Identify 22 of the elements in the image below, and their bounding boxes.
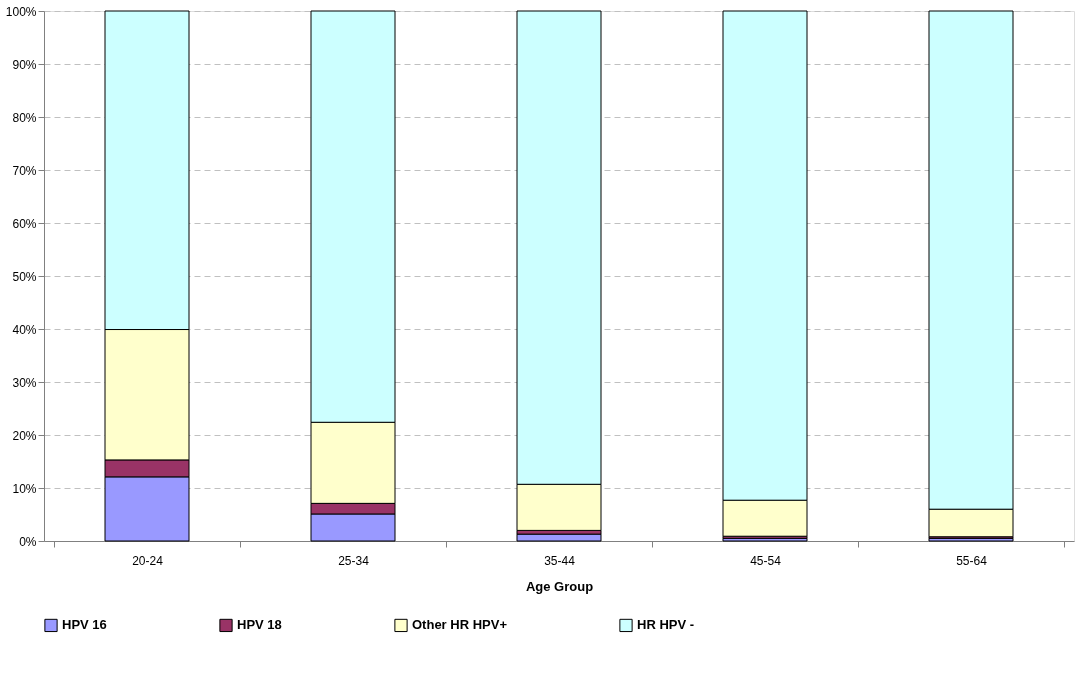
y-tick-label: 60% bbox=[12, 216, 37, 231]
y-tick-label: 40% bbox=[12, 322, 37, 337]
legend-label: HPV 16 bbox=[62, 617, 107, 633]
x-axis-title: Age Group bbox=[525, 578, 594, 594]
y-tick-label: 90% bbox=[12, 57, 37, 72]
y-tick-label: 30% bbox=[12, 375, 37, 390]
y-tick-label: 70% bbox=[12, 163, 37, 178]
y-tick-label: 20% bbox=[12, 428, 37, 443]
x-tick-label: 20-24 bbox=[132, 553, 164, 568]
y-tick-label: 0% bbox=[19, 534, 37, 549]
y-tick-label: 50% bbox=[12, 269, 37, 284]
legend-label: Other HR HPV+ bbox=[412, 617, 508, 633]
x-tick-label: 45-54 bbox=[750, 553, 782, 568]
bar bbox=[516, 533, 602, 542]
legend-label: HPV 18 bbox=[237, 617, 282, 633]
x-tick-label: 25-34 bbox=[338, 553, 370, 568]
y-tick-label: 80% bbox=[12, 110, 37, 125]
y-tick-label: 100% bbox=[5, 4, 37, 19]
y-tick-label: 10% bbox=[12, 481, 37, 496]
x-tick-label: 55-64 bbox=[956, 553, 988, 568]
x-tick-label: 35-44 bbox=[544, 553, 576, 568]
legend-label: HR HPV - bbox=[637, 617, 695, 633]
